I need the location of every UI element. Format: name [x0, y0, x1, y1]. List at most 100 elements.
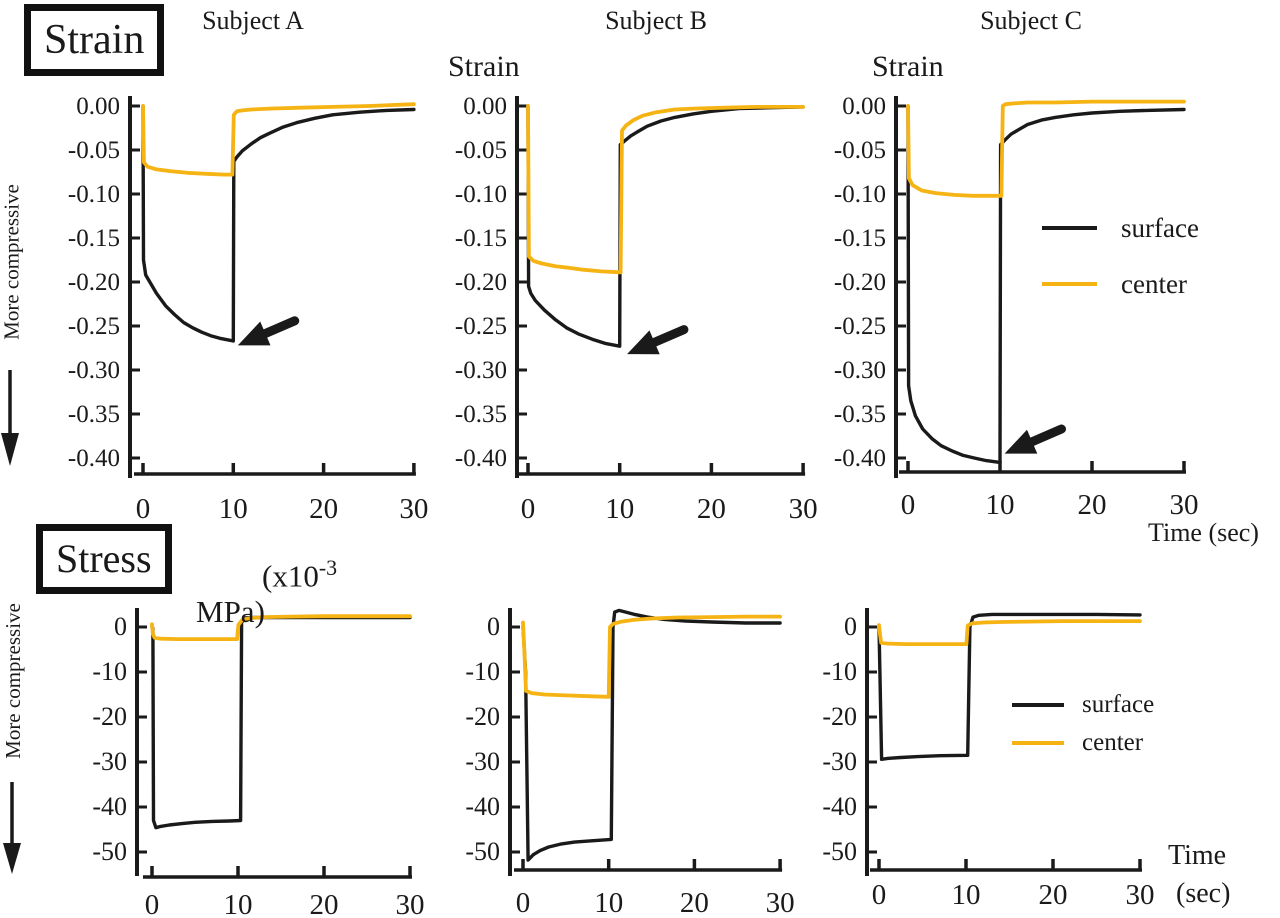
y-tick-label: -10 — [465, 657, 500, 686]
y-tick-label: -40 — [92, 792, 127, 821]
annotation-arrow-head — [1004, 429, 1038, 454]
series-center — [877, 619, 1142, 646]
series-center — [521, 614, 782, 699]
y-tick-label: -0.40 — [68, 445, 120, 472]
y-tick-label: 0 — [487, 612, 500, 641]
y-tick-label: -0.15 — [834, 225, 886, 252]
y-tick-label: 0 — [114, 612, 127, 641]
down-arrow-head — [1, 433, 19, 466]
center-legend-line — [1012, 741, 1064, 745]
stress-units-base: (x10 — [262, 558, 319, 594]
y-tick-label: -0.40 — [455, 445, 507, 472]
series-center — [526, 104, 805, 275]
subject-a-title: Subject A — [202, 6, 304, 35]
y-tick-label: -0.10 — [834, 181, 886, 208]
time-axis-label-stress-line1: Time — [1168, 840, 1227, 871]
stress-units-exponent: -3 — [318, 555, 338, 580]
x-tick-label: 30 — [399, 493, 428, 525]
more-compressive-label-strain: More compressive — [0, 184, 24, 340]
time-axis-label-stress-line2: (sec) — [1176, 878, 1231, 909]
x-tick-label: 0 — [901, 489, 916, 521]
x-tick-label: 10 — [594, 887, 623, 918]
y-tick-label: -50 — [822, 837, 857, 866]
annotation-arrow-shaft — [255, 316, 300, 341]
y-tick-label: -0.05 — [68, 137, 120, 164]
x-tick-label: 10 — [605, 493, 634, 525]
y-tick-label: -30 — [92, 747, 127, 776]
x-tick-label: 20 — [697, 493, 726, 525]
series-center — [141, 102, 416, 177]
series-surface — [877, 612, 1142, 761]
surface-legend-line — [1012, 703, 1064, 707]
strain-axis-title-c: Strain — [872, 50, 944, 83]
x-tick-label: 0 — [516, 887, 531, 918]
series-surface — [526, 104, 805, 348]
x-tick-label: 10 — [986, 489, 1015, 521]
surface-legend-label: surface — [1121, 212, 1199, 243]
y-tick-label: -10 — [92, 657, 127, 686]
stress-units-label-line1: (x10-3 — [262, 555, 337, 594]
y-tick-label: -40 — [465, 792, 500, 821]
y-tick-label: 0 — [844, 612, 857, 641]
x-tick-label: 30 — [789, 493, 818, 525]
y-tick-label: -0.30 — [455, 357, 507, 384]
annotation-arrow-shaft — [1022, 424, 1067, 449]
stress-units-label-line2: MPa) — [196, 594, 265, 629]
y-tick-label: -0.10 — [455, 181, 507, 208]
subject-b-title: Subject B — [605, 6, 707, 35]
x-tick-label: 20 — [310, 889, 339, 918]
surface-legend-line — [1042, 226, 1097, 230]
y-tick-label: -0.15 — [455, 225, 507, 252]
legend-row-surface: surface — [1042, 212, 1199, 244]
x-tick-label: 0 — [521, 493, 536, 525]
y-tick-label: -30 — [465, 747, 500, 776]
surface-legend-label: surface — [1082, 691, 1155, 718]
y-tick-label: -0.35 — [68, 401, 120, 428]
x-tick-label: 30 — [766, 887, 795, 918]
annotation-arrow-shaft — [644, 325, 689, 350]
stress-legend: surface center — [1012, 690, 1154, 766]
legend-row-center: center — [1012, 728, 1154, 758]
x-tick-label: 0 — [136, 493, 151, 525]
y-tick-label: -0.20 — [834, 269, 886, 296]
center-legend-label: center — [1121, 268, 1187, 299]
series-surface — [521, 608, 782, 862]
y-tick-label: -0.20 — [68, 269, 120, 296]
y-tick-label: -50 — [465, 837, 500, 866]
more-compressive-label-stress: More compressive — [1, 603, 25, 759]
y-tick-label: -20 — [92, 702, 127, 731]
x-tick-label: 10 — [219, 493, 248, 525]
y-tick-label: -0.05 — [834, 137, 886, 164]
down-arrow-head — [3, 843, 21, 874]
stress-section-label: Stress — [36, 524, 172, 594]
y-tick-label: 0.00 — [463, 93, 507, 120]
center-legend-line — [1042, 282, 1097, 286]
x-tick-label: 20 — [680, 887, 709, 918]
y-tick-label: -0.15 — [68, 225, 120, 252]
y-tick-label: -0.10 — [68, 181, 120, 208]
y-tick-label: -20 — [465, 702, 500, 731]
y-tick-label: -0.25 — [68, 313, 120, 340]
x-tick-label: 0 — [145, 889, 160, 918]
legend-row-surface: surface — [1012, 690, 1154, 720]
y-tick-label: 0.00 — [842, 93, 886, 120]
y-tick-label: -0.20 — [455, 269, 507, 296]
legend-row-center: center — [1042, 268, 1199, 300]
y-tick-label: -0.35 — [834, 401, 886, 428]
x-tick-label: 30 — [1170, 489, 1199, 521]
series-center — [150, 614, 412, 641]
y-tick-label: -0.25 — [455, 313, 507, 340]
series-surface — [150, 615, 412, 830]
y-tick-label: -40 — [822, 792, 857, 821]
x-tick-label: 20 — [1078, 489, 1107, 521]
x-tick-label: 20 — [1039, 879, 1068, 911]
y-tick-label: -0.35 — [455, 401, 507, 428]
center-legend-label: center — [1082, 729, 1144, 756]
y-tick-label: -30 — [822, 747, 857, 776]
strain-legend: surface center — [1042, 212, 1199, 324]
strain-section-label: Strain — [24, 4, 165, 76]
y-tick-label: -0.30 — [834, 357, 886, 384]
series-surface — [906, 104, 1186, 465]
